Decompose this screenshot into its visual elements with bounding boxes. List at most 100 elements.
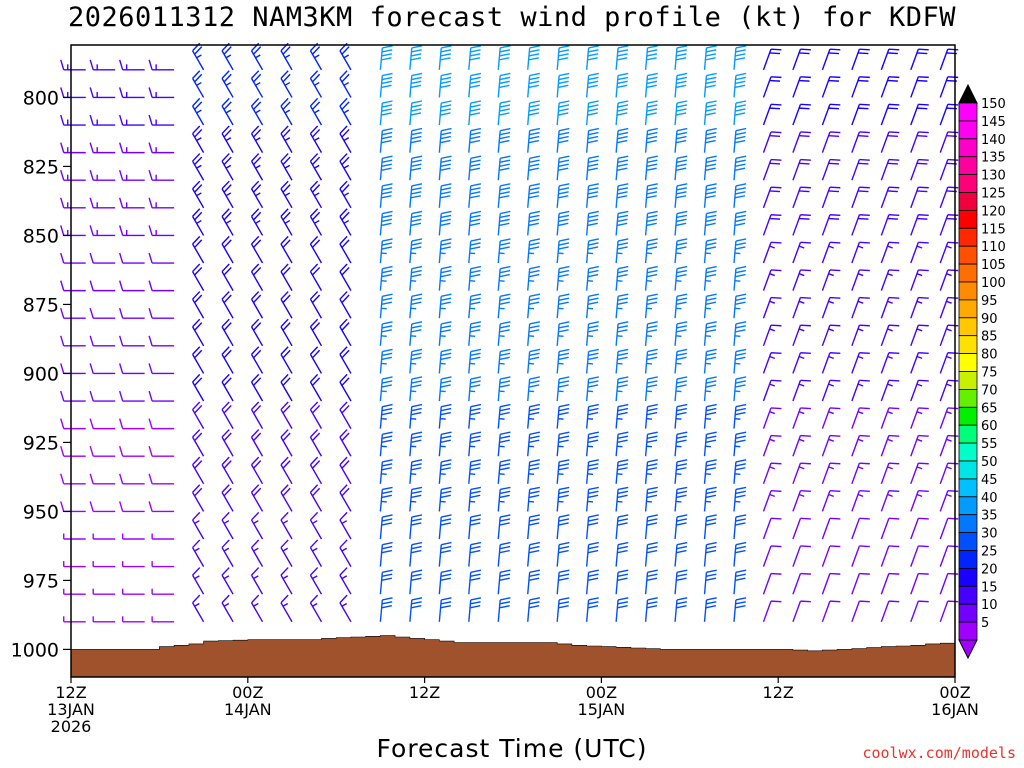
wind-barb bbox=[939, 407, 959, 429]
wind-barb bbox=[615, 431, 629, 457]
wind-barb bbox=[527, 541, 541, 567]
y-tick-label: 875 bbox=[23, 294, 59, 316]
wind-barb bbox=[468, 597, 482, 622]
wind-barb bbox=[409, 569, 423, 595]
x-tick-label: 12Z bbox=[409, 683, 440, 702]
wind-barb bbox=[191, 318, 205, 347]
wind-barb bbox=[762, 545, 782, 567]
wind-barb bbox=[792, 241, 811, 264]
wind-barb bbox=[585, 541, 599, 567]
wind-barb bbox=[339, 511, 352, 540]
wind-barb bbox=[792, 572, 811, 595]
y-tick-label: 925 bbox=[23, 432, 59, 454]
credit-link[interactable]: coolwx.com/models bbox=[862, 744, 1016, 762]
wind-barb bbox=[556, 569, 570, 595]
wind-barb bbox=[792, 103, 811, 126]
wind-barb bbox=[280, 594, 293, 623]
wind-barb bbox=[556, 486, 570, 512]
wind-barb bbox=[585, 569, 599, 595]
wind-barb bbox=[379, 100, 393, 126]
colorbar-label: 70 bbox=[981, 383, 998, 398]
wind-barb bbox=[880, 545, 900, 567]
colorbar-label: 35 bbox=[981, 509, 998, 524]
wind-barb bbox=[379, 293, 393, 319]
wind-barb bbox=[880, 269, 900, 291]
wind-barb bbox=[60, 197, 86, 209]
wind-barb bbox=[821, 407, 841, 429]
wind-barb bbox=[497, 72, 511, 98]
wind-barb bbox=[703, 45, 717, 70]
wind-barb bbox=[585, 514, 599, 540]
wind-barb bbox=[556, 293, 570, 319]
wind-barb bbox=[379, 348, 393, 374]
wind-barb bbox=[880, 490, 900, 512]
wind-barb bbox=[733, 127, 747, 153]
wind-barb bbox=[585, 403, 599, 429]
wind-barb bbox=[339, 125, 352, 153]
wind-barb bbox=[792, 545, 811, 567]
wind-barb bbox=[527, 486, 541, 512]
wind-barb bbox=[556, 376, 570, 402]
colorbar-label: 40 bbox=[981, 491, 998, 506]
wind-barb bbox=[939, 352, 959, 374]
colorbar-top-arrow bbox=[958, 83, 978, 104]
wind-barb bbox=[792, 158, 811, 181]
wind-barb bbox=[644, 321, 658, 346]
y-tick-label: 825 bbox=[23, 156, 59, 178]
x-tick-label: 15JAN bbox=[578, 700, 626, 719]
colorbar-label: 125 bbox=[981, 187, 1006, 202]
wind-barb bbox=[644, 431, 658, 457]
colorbar-swatch bbox=[958, 120, 978, 140]
wind-barb bbox=[762, 269, 782, 291]
wind-barb bbox=[762, 48, 782, 71]
wind-barb bbox=[733, 514, 747, 540]
wind-barb bbox=[615, 541, 629, 567]
plot-frame bbox=[70, 44, 956, 678]
wind-barb bbox=[674, 541, 688, 567]
wind-barb bbox=[60, 446, 86, 457]
wind-barb bbox=[880, 158, 900, 181]
wind-barb bbox=[309, 42, 323, 71]
wind-barb bbox=[556, 431, 570, 457]
wind-barb bbox=[221, 484, 234, 512]
wind-barb bbox=[674, 348, 688, 374]
wind-barb bbox=[762, 407, 782, 429]
wind-barb bbox=[939, 490, 959, 512]
wind-barb bbox=[527, 155, 541, 181]
wind-barb bbox=[250, 97, 264, 126]
wind-barb bbox=[585, 597, 599, 622]
wind-barb bbox=[733, 486, 747, 512]
wind-barb bbox=[792, 379, 811, 402]
wind-barb bbox=[148, 308, 175, 319]
wind-barb bbox=[615, 597, 629, 622]
wind-barb bbox=[674, 238, 688, 264]
wind-barb bbox=[851, 48, 870, 71]
y-tick-label: 950 bbox=[23, 501, 59, 523]
wind-barb bbox=[821, 517, 841, 540]
wind-barb bbox=[821, 379, 841, 402]
wind-barbs-layer bbox=[60, 42, 959, 623]
x-tick-label: 00Z bbox=[939, 683, 970, 702]
wind-barb bbox=[880, 241, 900, 264]
wind-barb bbox=[339, 456, 352, 485]
wind-barb bbox=[910, 214, 929, 236]
wind-barb bbox=[409, 238, 423, 264]
wind-barb bbox=[63, 533, 86, 540]
wind-barb bbox=[309, 456, 323, 485]
wind-barb bbox=[880, 434, 900, 457]
wind-barb bbox=[60, 473, 86, 485]
y-tick-label: 975 bbox=[23, 570, 59, 592]
wind-barb bbox=[821, 158, 841, 181]
wind-barb bbox=[148, 280, 175, 292]
wind-barb bbox=[280, 42, 293, 71]
wind-barb bbox=[309, 180, 323, 209]
wind-barb bbox=[674, 293, 688, 319]
wind-barb bbox=[89, 252, 116, 264]
wind-barb bbox=[409, 72, 423, 98]
colorbar-swatch bbox=[958, 174, 978, 193]
wind-barb bbox=[89, 280, 116, 292]
wind-barb bbox=[733, 541, 747, 567]
wind-barb bbox=[221, 263, 234, 291]
wind-barb bbox=[221, 70, 234, 98]
